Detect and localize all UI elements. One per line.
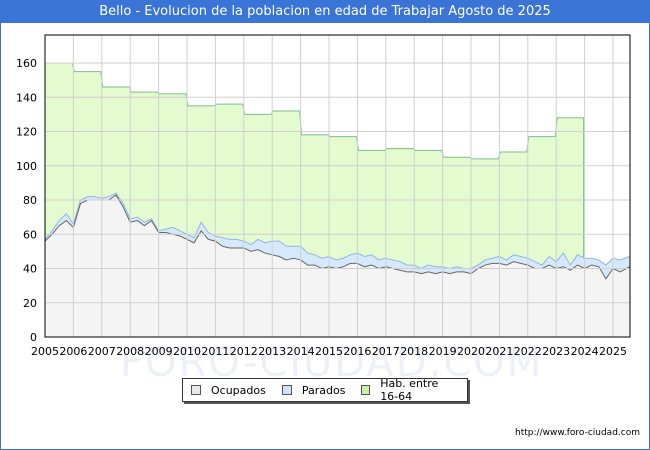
legend-item-parados: Parados: [281, 383, 346, 397]
y-tick-label: 140: [16, 91, 37, 104]
x-tick-label: 2025: [599, 345, 627, 358]
y-tick-label: 80: [23, 194, 37, 207]
x-tick-label: 2021: [485, 345, 513, 358]
y-tick-label: 40: [23, 263, 37, 276]
x-tick-label: 2022: [514, 345, 542, 358]
y-tick-label: 20: [23, 297, 37, 310]
x-tick-label: 2016: [343, 345, 371, 358]
x-tick-label: 2006: [59, 345, 87, 358]
source-url: http://www.foro-ciudad.com: [515, 428, 640, 438]
x-tick-label: 2009: [145, 345, 173, 358]
chart-title: Bello - Evolucion de la poblacion en eda…: [0, 0, 650, 23]
x-tick-label: 2014: [287, 345, 315, 358]
x-tick-label: 2017: [372, 345, 400, 358]
x-tick-label: 2020: [457, 345, 485, 358]
y-tick-label: 100: [16, 160, 37, 173]
x-tick-label: 2024: [571, 345, 599, 358]
x-tick-label: 2018: [400, 345, 428, 358]
parados-swatch-icon: [281, 385, 292, 395]
y-tick-label: 0: [30, 331, 37, 344]
x-tick-label: 2012: [230, 345, 258, 358]
x-tick-label: 2005: [31, 345, 59, 358]
legend-label-ocupados: Ocupados: [211, 383, 266, 397]
x-tick-label: 2010: [173, 345, 201, 358]
x-tick-label: 2007: [88, 345, 116, 358]
x-tick-label: 2011: [201, 345, 229, 358]
legend-item-ocupados: Ocupados: [191, 384, 266, 397]
x-tick-label: 2015: [315, 345, 343, 358]
legend-label-hab: Hab. entre 16-64: [380, 377, 439, 403]
y-tick-label: 60: [23, 228, 37, 241]
y-tick-label: 120: [16, 126, 37, 139]
y-tick-label: 160: [16, 57, 37, 70]
x-tick-label: 2013: [258, 345, 286, 358]
x-tick-label: 2019: [429, 345, 457, 358]
hab-swatch-icon: [361, 385, 371, 395]
legend: Ocupados Parados Hab. entre 16-64: [182, 377, 468, 403]
legend-item-hab: Hab. entre 16-64: [361, 377, 459, 403]
x-tick-label: 2023: [542, 345, 570, 358]
ocupados-swatch-icon: [191, 385, 201, 395]
x-tick-label: 2008: [116, 345, 144, 358]
legend-label-parados: Parados: [301, 383, 346, 397]
